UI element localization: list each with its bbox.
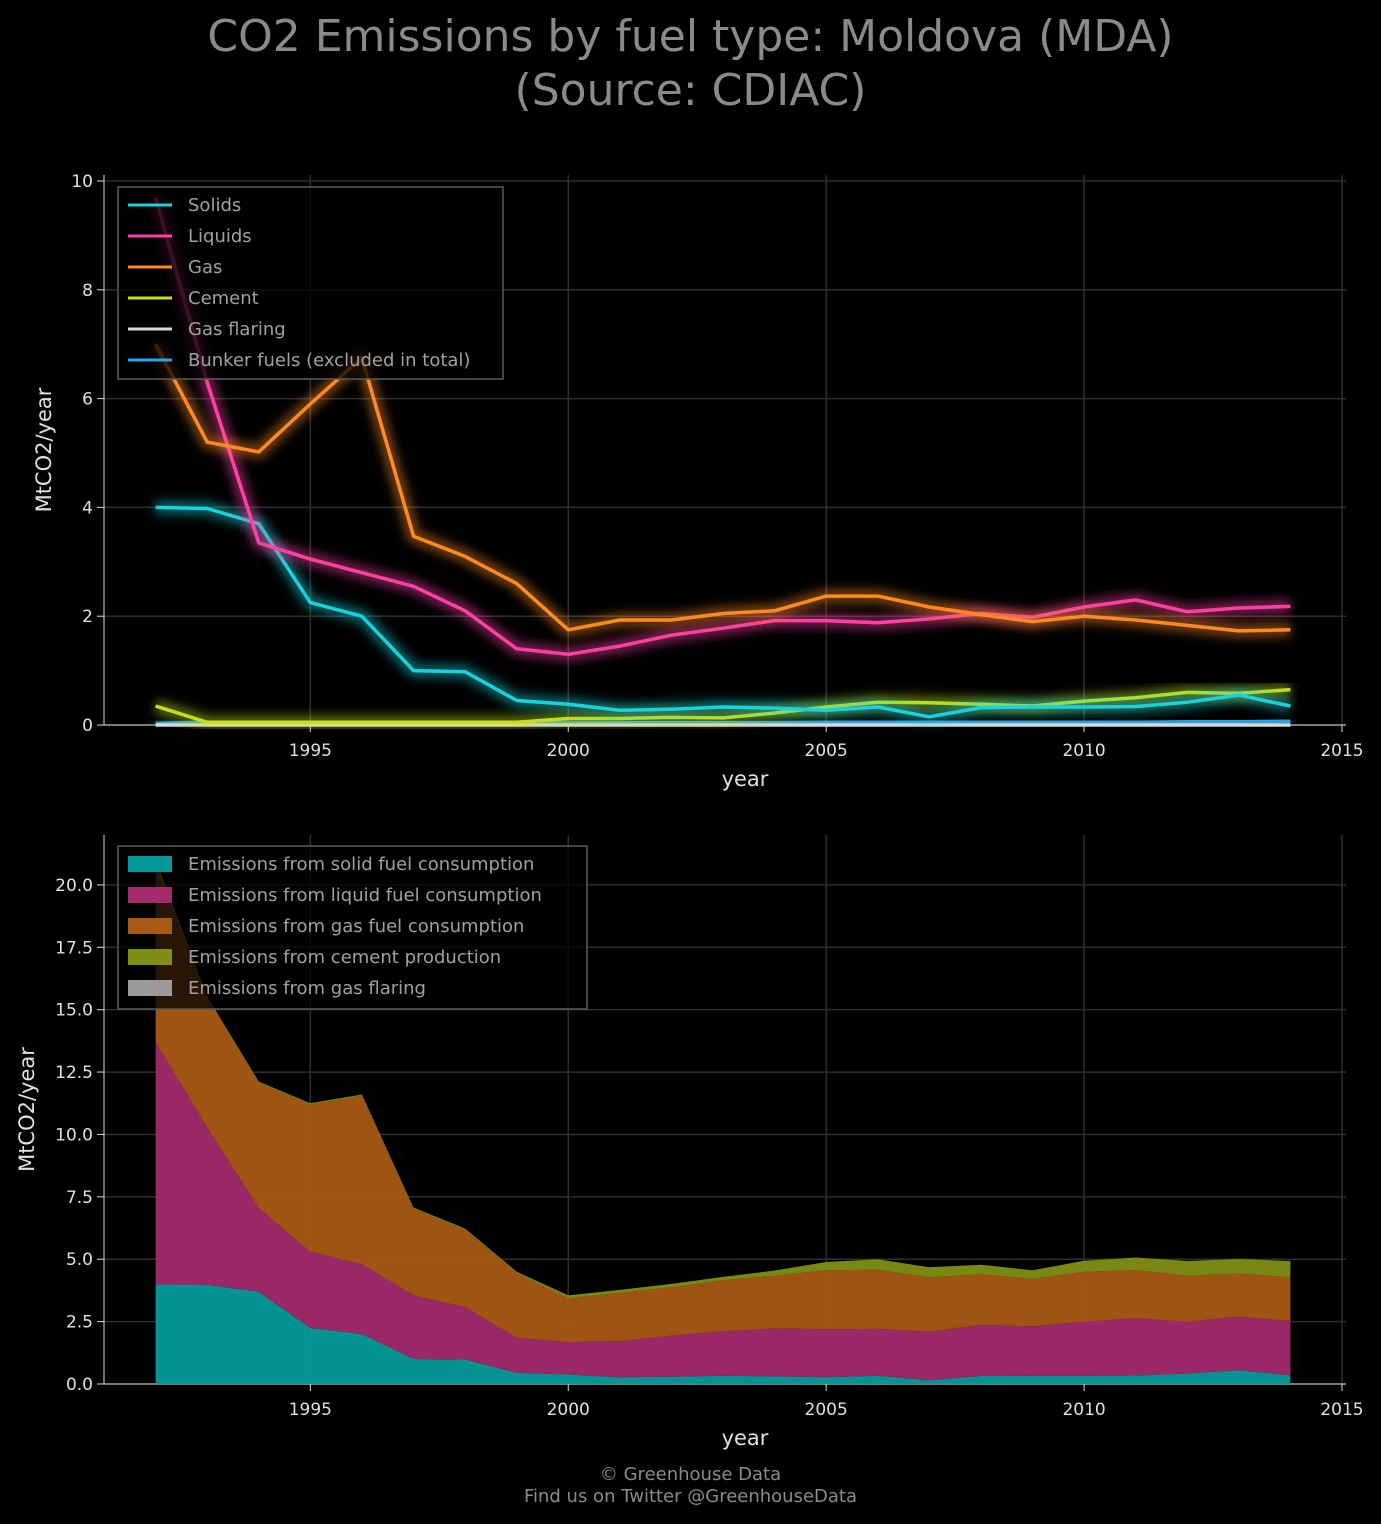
legend-box	[117, 186, 504, 380]
x-tick-label: 2000	[547, 741, 590, 761]
y-tick-label: 15.0	[55, 1001, 93, 1021]
y-tick-label: 8	[82, 281, 93, 301]
legend-label-bunker-fuels-excluded-in-total: Bunker fuels (excluded in total)	[188, 350, 470, 371]
x-tick-label: 2010	[1062, 741, 1105, 761]
legend-swatch-emissions-from-gas-fuel-consumption	[128, 918, 172, 934]
y-tick-label: 17.5	[55, 938, 93, 958]
legend-label-emissions-from-cement-production: Emissions from cement production	[188, 947, 501, 968]
legend-box	[117, 845, 588, 1010]
chart-title-line1: CO2 Emissions by fuel type: Moldova (MDA…	[207, 11, 1174, 62]
chart-title: CO2 Emissions by fuel type: Moldova (MDA…	[0, 10, 1381, 118]
y-tick-label: 0	[82, 716, 93, 736]
legend-label-gas: Gas	[188, 257, 222, 278]
y-tick-label: 10	[71, 172, 93, 192]
series-line-liquids	[153, 196, 1291, 657]
y-tick-label: 6	[82, 390, 93, 410]
x-tick-label: 2005	[805, 1400, 848, 1420]
area-emissions-from-gas-fuel-consumption	[155, 867, 1291, 1343]
legend-swatch-emissions-from-liquid-fuel-consumption	[128, 887, 172, 903]
legend-label-emissions-from-gas-fuel-consumption: Emissions from gas fuel consumption	[188, 916, 524, 937]
y-tick-label: 7.5	[66, 1188, 93, 1208]
footer-twitter: Find us on Twitter @GreenhouseData	[523, 1486, 858, 1507]
series-line-solids	[155, 505, 1291, 719]
line-chart: 0 2 4 6 8 10 1995 2000 2005 2010 2015 year MtCO2/yea…	[32, 172, 1364, 791]
area-emissions-from-solid-fuel-consumption	[155, 1284, 1291, 1384]
area-emissions-from-liquid-fuel-consumption	[155, 1042, 1291, 1381]
x-axis-label: year	[722, 767, 769, 791]
footer: © Greenhouse Data Find us on Twitter @Gr…	[0, 1464, 1381, 1508]
y-tick-label: 0.0	[66, 1375, 93, 1395]
chart-title-line2: (Source: CDIAC)	[514, 65, 867, 116]
x-tick-label: 2010	[1062, 1400, 1105, 1420]
legend-label-cement: Cement	[188, 288, 259, 309]
y-tick-label: 5.0	[66, 1250, 93, 1270]
stacked-areas	[155, 858, 1291, 1384]
x-tick-label: 2005	[805, 741, 848, 761]
y-tick-label: 4	[82, 498, 93, 518]
x-tick-label: 2000	[547, 1400, 590, 1420]
legend-label-emissions-from-solid-fuel-consumption: Emissions from solid fuel consumption	[188, 854, 534, 875]
legend-swatch-emissions-from-solid-fuel-consumption	[128, 856, 172, 872]
legend-label-emissions-from-liquid-fuel-consumption: Emissions from liquid fuel consumption	[188, 885, 542, 906]
y-tick-label: 12.5	[55, 1063, 93, 1083]
legend-label-gas-flaring: Gas flaring	[188, 319, 286, 340]
y-tick-label: 20.0	[55, 876, 93, 896]
x-tick-label: 1995	[289, 1400, 332, 1420]
series-glow-gas	[149, 340, 1291, 638]
legend-label-emissions-from-gas-flaring: Emissions from gas flaring	[188, 978, 426, 999]
y-tick-label: 2	[82, 607, 93, 627]
legend-swatch-emissions-from-cement-production	[128, 949, 172, 965]
stacked-area-chart: 0.0 2.5 5.0 7.5 10.0 12.5 15.0 17.5 20.0 1995 2000…	[15, 835, 1364, 1450]
x-tick-label: 2015	[1320, 1400, 1363, 1420]
footer-copyright: © Greenhouse Data	[599, 1464, 782, 1485]
legend-swatch-emissions-from-gas-flaring	[128, 980, 172, 996]
legend-label-liquids: Liquids	[188, 226, 252, 247]
y-axis-label: MtCO2/year	[32, 387, 56, 512]
y-axis-label: MtCO2/year	[15, 1047, 39, 1172]
y-tick-label: 10.0	[55, 1125, 93, 1145]
x-tick-label: 2015	[1320, 741, 1363, 761]
x-axis-label: year	[722, 1426, 769, 1450]
x-tick-label: 1995	[289, 741, 332, 761]
legend-label-solids: Solids	[188, 195, 241, 216]
y-tick-label: 2.5	[66, 1313, 93, 1333]
